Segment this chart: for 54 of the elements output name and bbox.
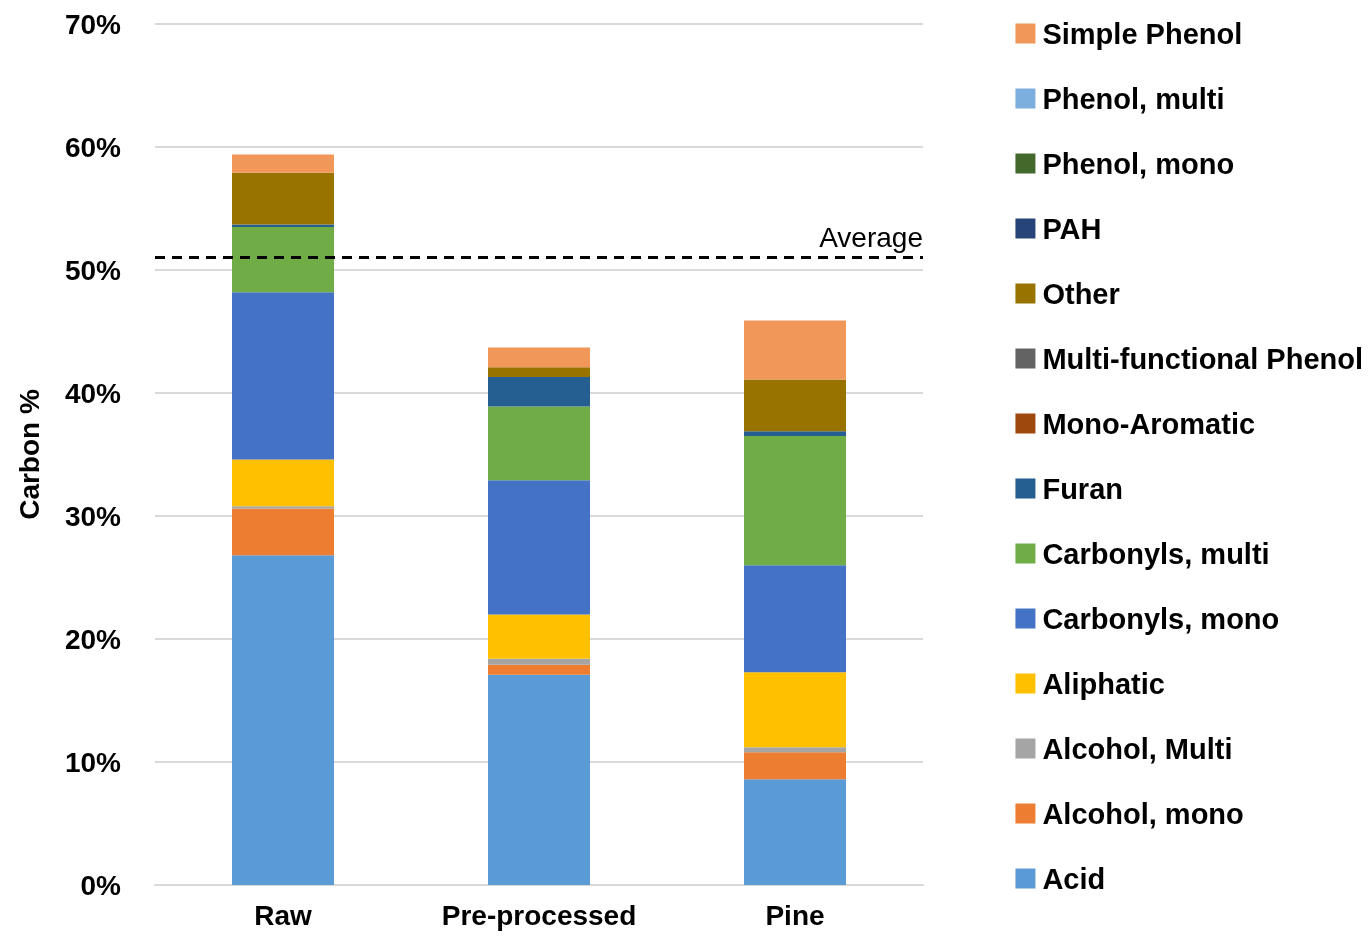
bar <box>744 320 846 380</box>
y-tick-label: 60% <box>64 131 122 163</box>
bar <box>232 172 334 225</box>
legend-label: Mono-Aromatic <box>1042 407 1256 440</box>
bar <box>744 779 846 885</box>
bar <box>232 154 334 173</box>
y-tick-label: 10% <box>64 746 122 778</box>
legend-label: Alcohol, Multi <box>1042 732 1233 765</box>
bar <box>744 431 846 437</box>
bar <box>744 565 846 673</box>
bar <box>232 224 334 227</box>
bar <box>744 379 846 432</box>
bar <box>232 292 334 460</box>
y-axis-title: Carbon % <box>13 389 45 520</box>
bar <box>488 406 590 481</box>
bar <box>488 658 590 665</box>
legend-label: Carbonyls, mono <box>1042 602 1280 635</box>
bar <box>488 614 590 659</box>
x-tick-label: Raw <box>254 899 312 931</box>
bar <box>232 506 334 509</box>
bar <box>744 672 846 748</box>
legend-label: Furan <box>1042 472 1123 505</box>
legend-label: Phenol, multi <box>1042 82 1225 115</box>
bar <box>488 367 590 378</box>
x-tick-label: Pine <box>765 899 825 931</box>
y-tick-label: 40% <box>64 377 122 409</box>
y-tick-label: 70% <box>64 8 122 40</box>
bar <box>488 377 590 407</box>
y-tick-label: 0% <box>80 869 122 901</box>
bar <box>232 459 334 507</box>
bar <box>232 555 334 885</box>
x-tick-label: Pre-processed <box>441 899 637 931</box>
legend-label: Multi-functional Phenol <box>1042 342 1364 375</box>
legend-label: Aliphatic <box>1042 667 1165 700</box>
bar <box>488 664 590 675</box>
bar <box>488 480 590 615</box>
legend-label: PAH <box>1042 212 1102 245</box>
y-tick-label: 20% <box>64 623 122 655</box>
bar <box>744 436 846 566</box>
bar <box>232 226 334 293</box>
legend-label: Alcohol, mono <box>1042 797 1244 830</box>
ref-line-label: Average <box>819 222 923 254</box>
bar <box>488 674 590 885</box>
bar <box>744 752 846 780</box>
bar <box>232 508 334 556</box>
legend-label: Acid <box>1042 862 1106 895</box>
legend-label: Other <box>1042 277 1120 310</box>
bar <box>744 747 846 753</box>
legend-label: Phenol, mono <box>1042 147 1235 180</box>
y-tick-label: 30% <box>64 500 122 532</box>
y-tick-label: 50% <box>64 254 122 286</box>
legend-label: Simple Phenol <box>1042 17 1243 50</box>
legend-label: Carbonyls, multi <box>1042 537 1270 570</box>
bar <box>488 347 590 368</box>
